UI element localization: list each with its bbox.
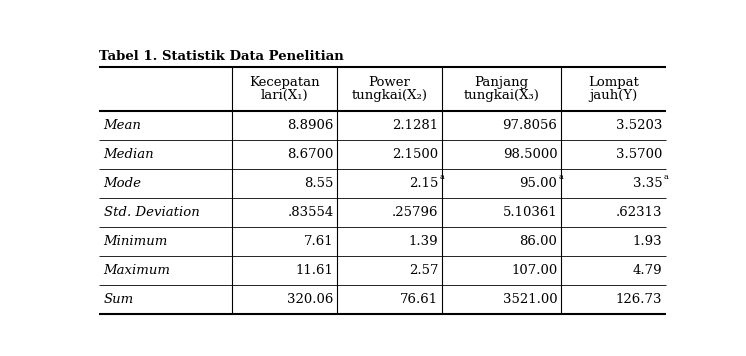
Text: 3.5700: 3.5700 [615,148,662,161]
Text: tungkai(X₂): tungkai(X₂) [351,89,427,102]
Text: Power: Power [369,76,410,89]
Text: 3.35: 3.35 [633,177,662,190]
Text: tungkai(X₃): tungkai(X₃) [463,89,539,102]
Text: 95.00: 95.00 [519,177,557,190]
Text: .62313: .62313 [615,206,662,219]
Text: a: a [663,173,668,181]
Text: Std. Deviation: Std. Deviation [104,206,199,219]
Text: .83554: .83554 [287,206,333,219]
Text: Tabel 1. Statistik Data Penelitian: Tabel 1. Statistik Data Penelitian [99,49,344,63]
Text: Maximum: Maximum [104,264,171,277]
Text: 97.8056: 97.8056 [503,119,557,132]
Text: 2.1500: 2.1500 [392,148,439,161]
Text: 98.5000: 98.5000 [503,148,557,161]
Text: 320.06: 320.06 [287,293,333,306]
Text: 107.00: 107.00 [511,264,557,277]
Text: a: a [559,173,563,181]
Text: a: a [439,173,445,181]
Text: Minimum: Minimum [104,235,168,248]
Text: 7.61: 7.61 [304,235,333,248]
Text: Panjang: Panjang [474,76,528,89]
Text: jauh(Y): jauh(Y) [589,89,637,102]
Text: 3521.00: 3521.00 [503,293,557,306]
Text: Lompat: Lompat [588,76,639,89]
Text: 76.61: 76.61 [400,293,439,306]
Text: 2.1281: 2.1281 [392,119,439,132]
Text: Sum: Sum [104,293,134,306]
Text: 5.10361: 5.10361 [503,206,557,219]
Text: 8.55: 8.55 [304,177,333,190]
Text: 126.73: 126.73 [615,293,662,306]
Text: 1.93: 1.93 [633,235,662,248]
Text: 8.6700: 8.6700 [287,148,333,161]
Text: lari(X₁): lari(X₁) [261,89,308,102]
Text: Mean: Mean [104,119,142,132]
Text: 11.61: 11.61 [295,264,333,277]
Text: Kecepatan: Kecepatan [249,76,320,89]
Text: 1.39: 1.39 [409,235,439,248]
Text: 86.00: 86.00 [519,235,557,248]
Text: 2.15: 2.15 [409,177,439,190]
Text: 3.5203: 3.5203 [615,119,662,132]
Text: Mode: Mode [104,177,142,190]
Text: Median: Median [104,148,154,161]
Text: 8.8906: 8.8906 [287,119,333,132]
Text: 4.79: 4.79 [633,264,662,277]
Text: 2.57: 2.57 [409,264,439,277]
Text: .25796: .25796 [392,206,439,219]
